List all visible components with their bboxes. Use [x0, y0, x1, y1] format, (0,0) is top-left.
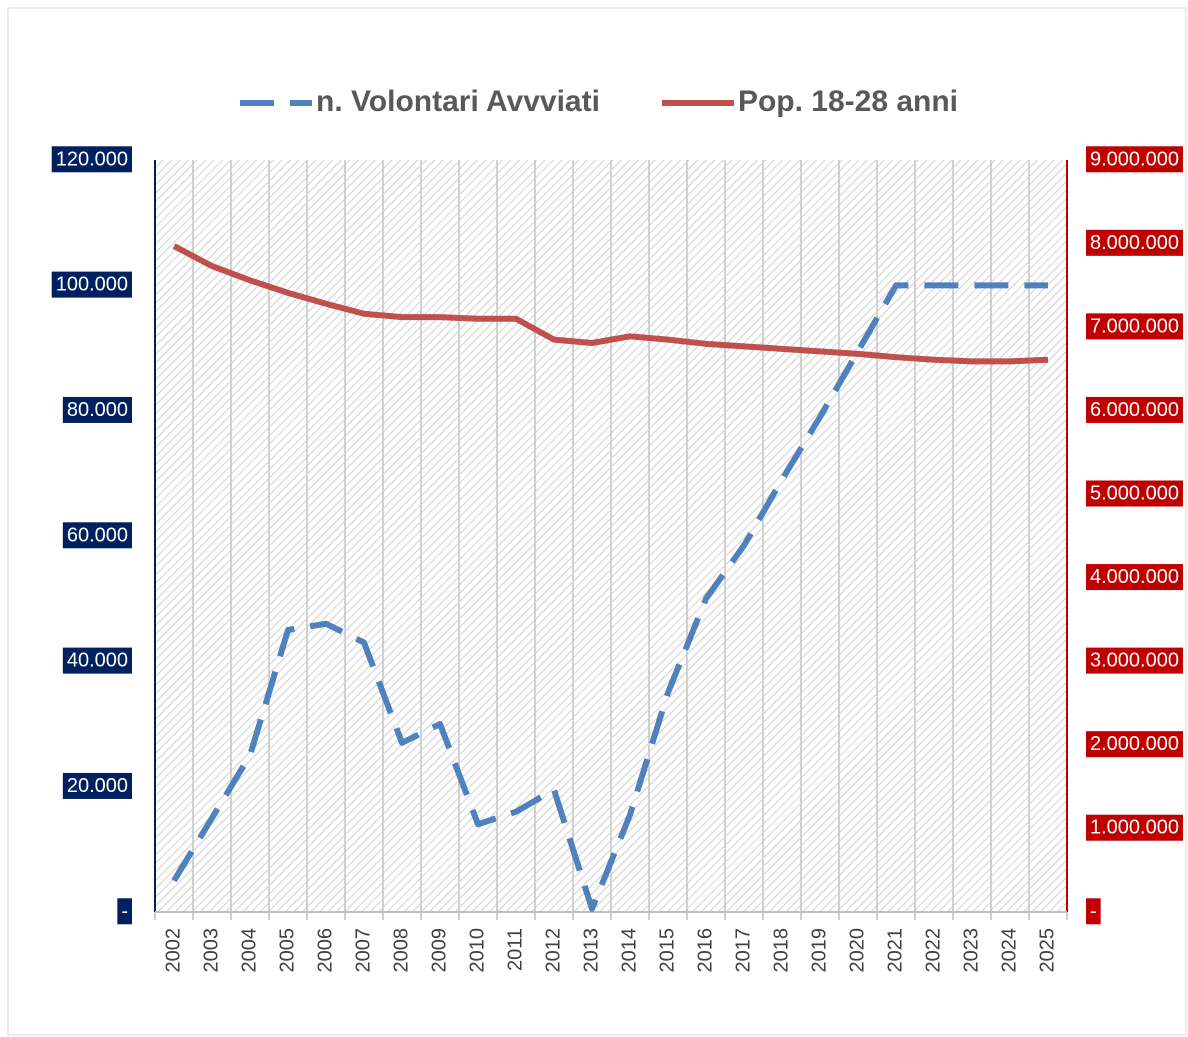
y-tick-label-bg	[62, 772, 132, 799]
series-line	[172, 243, 1049, 365]
x-tick-label: 2018	[770, 928, 792, 973]
y-tick-label: 80.000	[67, 399, 128, 421]
y-tick-label: -	[121, 900, 128, 922]
x-tick-label: 2009	[428, 928, 450, 973]
x-tick-label: 2019	[808, 928, 830, 973]
y2-tick-label: 5.000.000	[1090, 483, 1179, 505]
y2-tick-label-bg	[1086, 814, 1183, 841]
legend-label: n. Volontari Avvviati	[316, 85, 600, 118]
y2-tick-label: 8.000.000	[1090, 232, 1179, 254]
x-tick-label: 2002	[162, 928, 184, 973]
x-tick-label: 2017	[732, 928, 754, 973]
x-tick-label: 2023	[960, 928, 982, 973]
y2-tick-label: 4.000.000	[1090, 566, 1179, 588]
x-tick-label: 2013	[580, 928, 602, 973]
x-tick-label: 2004	[238, 928, 260, 973]
x-tick-label: 2021	[884, 928, 906, 973]
y-tick-label-bg	[62, 647, 132, 674]
y2-tick-label: 6.000.000	[1090, 399, 1179, 421]
x-tick-label: 2005	[276, 928, 298, 973]
y2-tick-label-bg	[1086, 564, 1183, 591]
y2-tick-label: 9.000.000	[1090, 148, 1179, 170]
y-tick-label: 100.000	[56, 274, 128, 296]
series-line	[171, 282, 1048, 912]
y2-tick-label-bg	[1086, 898, 1101, 925]
y-tick-label: 120.000	[56, 148, 128, 170]
y2-tick-label: 3.000.000	[1090, 650, 1179, 672]
y2-tick-label-bg	[1086, 229, 1183, 256]
x-tick-label: 2008	[390, 928, 412, 973]
y-tick-label: 60.000	[67, 524, 128, 546]
x-tick-label: 2016	[694, 928, 716, 973]
x-tick-label: 2020	[846, 928, 868, 973]
x-tick-label: 2022	[922, 928, 944, 973]
y-tick-label: 20.000	[67, 775, 128, 797]
y-tick-label: 40.000	[67, 650, 128, 672]
x-tick-label: 2006	[314, 928, 336, 973]
x-tick-label: 2014	[618, 928, 640, 973]
x-tick-label: 2011	[504, 928, 526, 971]
x-tick-label: 2003	[200, 928, 222, 973]
y2-tick-label: 7.000.000	[1090, 315, 1179, 337]
legend-label: Pop. 18-28 anni	[738, 85, 958, 118]
x-tick-label: 2015	[656, 928, 678, 973]
y2-tick-label-bg	[1086, 480, 1183, 507]
y-tick-label-bg	[117, 898, 132, 925]
x-tick-label: 2024	[998, 928, 1020, 973]
y2-tick-label: 1.000.000	[1090, 817, 1179, 839]
y2-tick-label: -	[1090, 900, 1097, 922]
x-tick-label: 2007	[352, 928, 374, 973]
x-tick-label: 2025	[1036, 928, 1058, 973]
y2-tick-label-bg	[1086, 313, 1183, 340]
frame	[7, 7, 1187, 1036]
y2-tick-label: 2.000.000	[1090, 733, 1179, 755]
x-tick-label: 2012	[542, 928, 564, 973]
y-tick-label-bg	[51, 271, 132, 298]
y-tick-label-bg	[62, 522, 132, 549]
y2-tick-label-bg	[1086, 647, 1183, 674]
x-tick-label: 2010	[466, 928, 488, 973]
y2-tick-label-bg	[1086, 731, 1183, 758]
y-tick-label-bg	[62, 396, 132, 423]
y-tick-label-bg	[51, 146, 132, 173]
y2-tick-label-bg	[1086, 146, 1183, 173]
y2-tick-label-bg	[1086, 396, 1183, 423]
